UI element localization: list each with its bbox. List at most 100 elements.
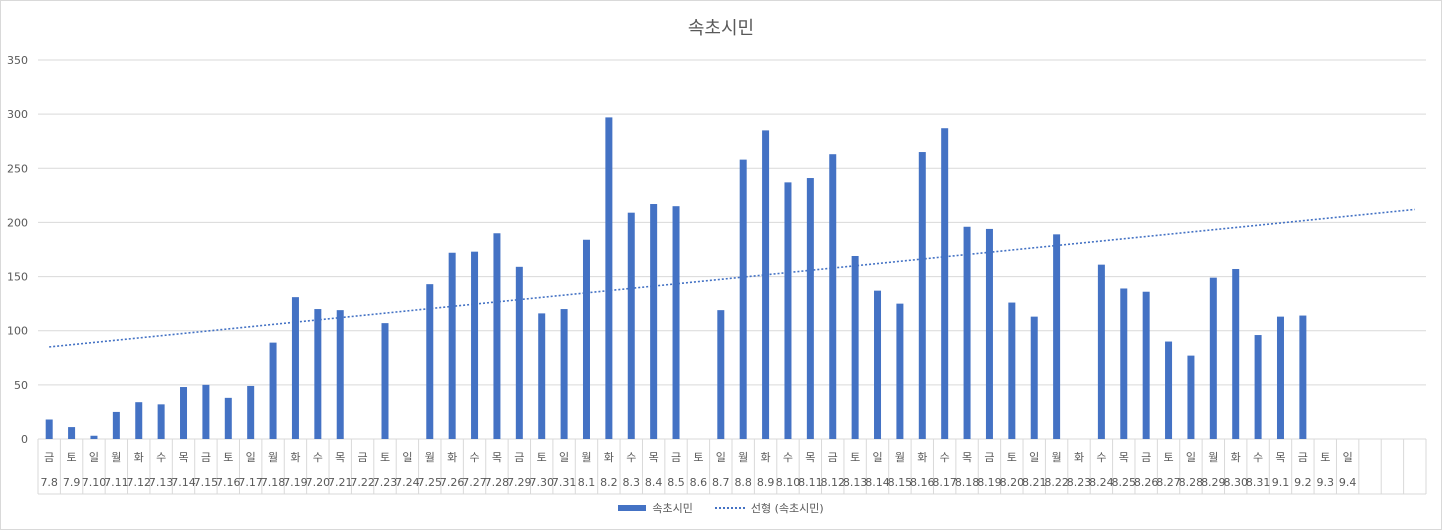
bar	[985, 228, 993, 439]
bar	[471, 251, 479, 439]
x-date-label: 8.13	[843, 476, 868, 489]
bar	[1165, 341, 1173, 439]
bar	[1120, 288, 1128, 439]
bar	[918, 152, 926, 440]
x-date-label: 8.1	[578, 476, 596, 489]
x-weekday-label: 목	[962, 451, 972, 464]
x-weekday-label: 화	[447, 451, 457, 464]
x-weekday-label: 일	[559, 450, 569, 464]
x-date-label: 8.3	[623, 476, 641, 489]
x-weekday-label: 월	[895, 451, 905, 464]
x-weekday-label: 일	[89, 450, 99, 464]
bar	[739, 159, 747, 439]
bar	[672, 206, 680, 439]
x-date-label: 8.10	[776, 476, 801, 489]
legend-trendline-swatch	[714, 507, 745, 509]
bar	[560, 309, 568, 439]
bar	[157, 404, 165, 439]
x-date-label: 8.27	[1156, 476, 1181, 489]
y-tick-label: 300	[7, 108, 28, 121]
bar	[1097, 264, 1105, 439]
bar	[1209, 277, 1217, 439]
x-date-label: 7.20	[306, 476, 331, 489]
x-weekday-label: 일	[1343, 450, 1353, 464]
x-weekday-label: 화	[134, 451, 144, 464]
bar	[68, 427, 76, 439]
bar	[291, 297, 299, 439]
bar	[135, 402, 143, 439]
bar	[605, 117, 613, 440]
x-weekday-label: 수	[783, 451, 793, 464]
x-weekday-label: 금	[514, 451, 524, 464]
x-date-label: 8.16	[910, 476, 935, 489]
x-date-label: 7.31	[552, 476, 577, 489]
bar	[784, 182, 792, 439]
bar	[1142, 291, 1150, 439]
x-date-label: 8.7	[712, 476, 730, 489]
x-date-label: 8.24	[1089, 476, 1114, 489]
x-weekday-label: 수	[626, 451, 636, 464]
bar	[582, 239, 590, 439]
x-date-label: 7.16	[216, 476, 241, 489]
x-weekday-label: 목	[649, 451, 659, 464]
x-weekday-label: 금	[358, 451, 368, 464]
x-weekday-label: 수	[940, 451, 950, 464]
y-tick-label: 100	[7, 325, 28, 338]
x-weekday-label: 목	[1275, 451, 1285, 464]
bar	[1008, 302, 1016, 439]
x-date-label: 8.17	[932, 476, 957, 489]
bar	[112, 411, 120, 439]
x-weekday-label: 화	[761, 451, 771, 464]
y-tick-label: 50	[14, 379, 28, 392]
x-date-label: 7.26	[440, 476, 465, 489]
x-date-label: 7.12	[126, 476, 151, 489]
x-date-label: 9.2	[1294, 476, 1312, 489]
x-weekday-label: 금	[671, 451, 681, 464]
x-date-label: 8.2	[600, 476, 618, 489]
x-weekday-label: 화	[290, 451, 300, 464]
x-weekday-label: 일	[1029, 450, 1039, 464]
bar	[1299, 315, 1307, 439]
x-date-label: 9.3	[1317, 476, 1335, 489]
x-weekday-label: 화	[1074, 451, 1084, 464]
x-date-label: 7.29	[507, 476, 532, 489]
x-weekday-label: 일	[402, 450, 412, 464]
bar	[336, 310, 344, 439]
x-weekday-label: 목	[178, 451, 188, 464]
y-tick-label: 150	[7, 271, 28, 284]
bar	[829, 154, 837, 440]
bar	[180, 387, 188, 439]
x-date-label: 8.23	[1067, 476, 1092, 489]
bar	[1232, 268, 1240, 439]
bar	[90, 435, 98, 439]
x-date-label: 8.4	[645, 476, 663, 489]
y-tick-label: 250	[7, 162, 28, 175]
x-date-label: 8.14	[865, 476, 890, 489]
x-date-label: 9.1	[1272, 476, 1290, 489]
x-weekday-label: 일	[246, 450, 256, 464]
bar	[717, 310, 725, 439]
x-date-label: 8.28	[1179, 476, 1204, 489]
bar	[515, 266, 523, 439]
bar	[493, 233, 501, 439]
x-weekday-label: 목	[492, 451, 502, 464]
x-date-label: 7.10	[82, 476, 107, 489]
bar	[1053, 234, 1061, 439]
bar	[538, 313, 546, 439]
x-date-label: 8.6	[690, 476, 708, 489]
bar	[314, 309, 322, 439]
bar	[806, 178, 814, 439]
x-weekday-label: 토	[537, 451, 547, 464]
x-weekday-label: 토	[1320, 451, 1330, 464]
x-date-label: 8.19	[977, 476, 1002, 489]
x-weekday-label: 토	[693, 451, 703, 464]
bar	[224, 397, 232, 439]
x-weekday-label: 목	[805, 451, 815, 464]
x-date-label: 8.11	[798, 476, 823, 489]
legend-item-trendline: 선형 (속초시민)	[714, 500, 824, 516]
y-tick-label: 200	[7, 216, 28, 229]
x-weekday-label: 금	[1141, 451, 1151, 464]
x-weekday-label: 토	[1163, 451, 1173, 464]
bar	[1030, 316, 1038, 439]
